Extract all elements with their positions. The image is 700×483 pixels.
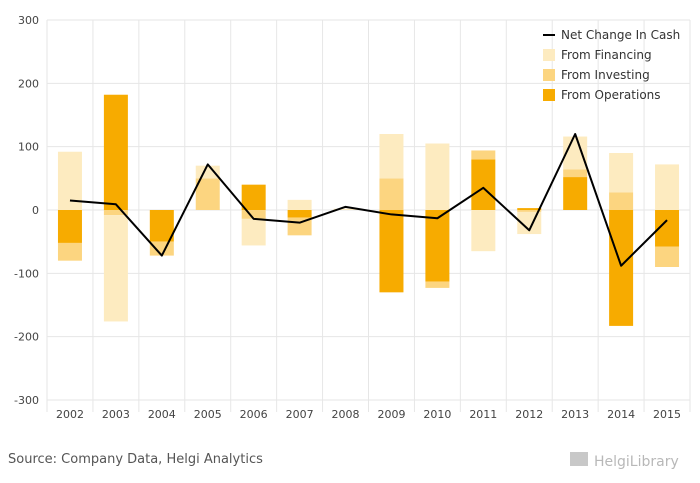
- bar-segment: [195, 178, 220, 210]
- bar-segment: [149, 210, 174, 242]
- y-tick-label: 100: [18, 141, 39, 154]
- bar-segment: [471, 159, 496, 210]
- bar-segment: [379, 210, 404, 293]
- bar-segment: [241, 210, 266, 219]
- legend-entry: From Financing: [561, 48, 652, 62]
- bar-segment: [563, 169, 588, 178]
- y-tick-label: -100: [14, 267, 39, 280]
- legend-swatch: [543, 69, 555, 81]
- x-tick-label: 2012: [515, 408, 543, 421]
- bar-segment: [241, 184, 266, 210]
- legend-entry: From Investing: [561, 68, 650, 82]
- bar-segment: [425, 281, 450, 288]
- bar-segment: [103, 215, 128, 322]
- bar-segment: [425, 143, 450, 210]
- legend-swatch: [543, 49, 555, 61]
- y-tick-label: -200: [14, 331, 39, 344]
- bar-segment: [471, 210, 496, 252]
- y-tick-label: 300: [18, 14, 39, 27]
- bar-segment: [195, 165, 220, 179]
- x-tick-label: 2010: [423, 408, 451, 421]
- bar-segment: [379, 134, 404, 179]
- bar-segment: [103, 94, 128, 210]
- x-tick-label: 2002: [56, 408, 84, 421]
- legend-entry: From Operations: [561, 88, 661, 102]
- line-layer: [69, 133, 668, 267]
- net-change-line: [69, 133, 668, 267]
- x-tick-label: 2003: [102, 408, 130, 421]
- source-note: Source: Company Data, Helgi Analytics: [8, 452, 263, 467]
- legend: Net Change In Cash From Financing From Inv…: [543, 28, 680, 102]
- y-tick-label: 0: [32, 204, 39, 217]
- bar-segment: [609, 153, 634, 193]
- bar-segment: [103, 210, 128, 216]
- bar-segment: [425, 210, 450, 282]
- bar-segment: [333, 208, 358, 210]
- grid-layer: [46, 19, 691, 412]
- x-tick-label: 2015: [653, 408, 681, 421]
- x-tick-label: 2008: [332, 408, 360, 421]
- x-tick-label: 2004: [148, 408, 176, 421]
- y-tick-label: -300: [14, 394, 39, 407]
- x-tick-label: 2013: [561, 408, 589, 421]
- x-tick-label: 2006: [240, 408, 268, 421]
- helgi-logo: HelgiLibrary: [570, 452, 679, 470]
- bar-segment: [609, 192, 634, 210]
- x-tick-label: 2014: [607, 408, 635, 421]
- bar-segment: [609, 210, 634, 326]
- x-tick-label: 2007: [286, 408, 314, 421]
- y-tick-label: 200: [18, 77, 39, 90]
- bar-segment: [563, 177, 588, 210]
- bar-segment: [57, 242, 82, 261]
- x-tick-label: 2005: [194, 408, 222, 421]
- x-tick-label: 2011: [469, 408, 497, 421]
- bar-segment: [287, 199, 312, 210]
- axis-layer: -300 -200 -100 0 100 200 300 2002 2003 2004 2005 20…: [14, 14, 681, 421]
- bar-segment: [517, 210, 542, 212]
- logo-text: HelgiLibrary: [594, 454, 679, 470]
- legend-entry: Net Change In Cash: [561, 28, 680, 42]
- library-icon: [570, 452, 588, 466]
- x-tick-label: 2009: [377, 408, 405, 421]
- bar-segment: [287, 210, 312, 218]
- bar-segment: [517, 208, 542, 210]
- bar-segment: [379, 178, 404, 210]
- bar-segment: [471, 150, 496, 160]
- bar-layer: [57, 94, 680, 326]
- bar-segment: [241, 218, 266, 246]
- bar-segment: [655, 164, 680, 210]
- bar-segment: [655, 246, 680, 267]
- legend-swatch: [543, 89, 555, 101]
- bar-segment: [57, 210, 82, 243]
